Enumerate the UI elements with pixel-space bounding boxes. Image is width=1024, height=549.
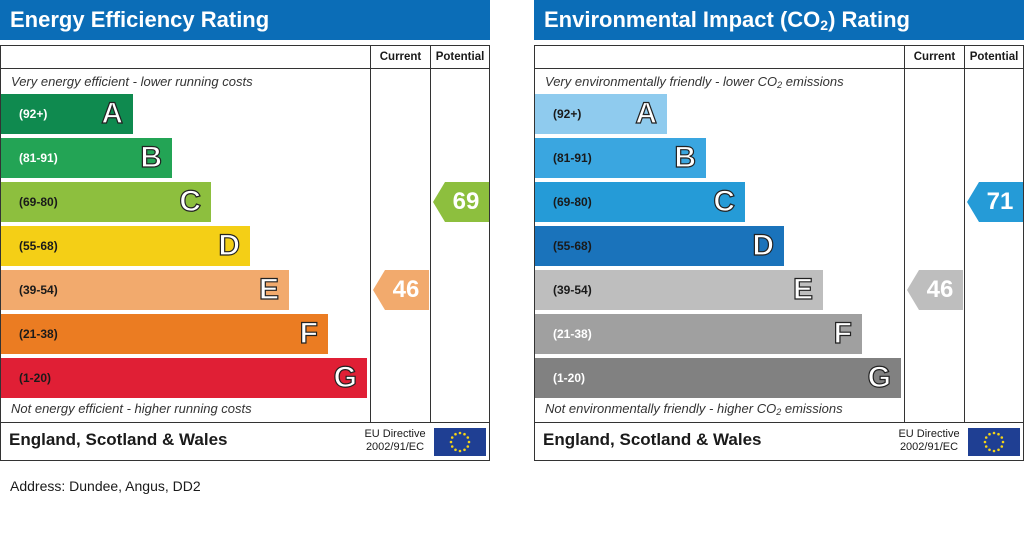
band-letter: G [867,360,892,394]
band-letter: B [674,140,697,174]
band-letter: D [218,228,241,262]
band-a: (92+) A [535,94,667,134]
band-f: (21-38) F [535,314,862,354]
band-letter: B [140,140,163,174]
band-range-label: (1-20) [553,371,586,385]
band-range-label: (69-80) [19,195,58,209]
potential-column-header: Potential [435,51,485,63]
band-letter: G [333,360,358,394]
environmental-potential-score: 71 [967,182,1023,222]
band-f: (21-38) F [1,314,328,354]
band-b: (81-91) B [535,138,706,178]
band-g: (1-20) G [1,358,367,398]
energy-current-value: 46 [392,276,420,303]
band-e: (39-54) E [1,270,289,310]
band-letter: A [635,96,658,130]
band-range-label: (55-68) [19,239,58,253]
band-letter: C [179,184,202,218]
bottom-caption: Not environmentally friendly - higher CO… [545,401,843,417]
energy-potential-score: 69 [433,182,489,222]
band-letter: E [792,272,813,306]
band-range-label: (39-54) [553,283,592,297]
region-label: England, Scotland & Wales [9,430,228,449]
eu-directive-label: EU Directive 2002/91/EC [364,428,426,453]
environmental-impact-panel: Environmental Impact (CO2) Rating Curren… [534,0,1024,461]
environmental-chart-frame: Current Potential Very environmentally f… [534,45,1024,461]
band-range-label: (92+) [19,107,48,121]
address-text: Address: Dundee, Angus, DD2 [10,478,201,494]
environmental-current-score: 46 [907,270,963,310]
band-range-label: (21-38) [553,327,592,341]
eu-directive-label: EU Directive 2002/91/EC [898,428,960,453]
band-e: (39-54) E [535,270,823,310]
environmental-title: Environmental Impact (CO2) Rating [534,0,1024,40]
top-caption: Very environmentally friendly - lower CO… [545,74,844,90]
band-d: (55-68) D [535,226,784,266]
region-label: England, Scotland & Wales [543,430,762,449]
band-range-label: (39-54) [19,283,58,297]
band-letter: E [258,272,279,306]
potential-column-header: Potential [969,51,1019,63]
eu-flag-icon [434,428,486,456]
band-range-label: (69-80) [553,195,592,209]
band-range-label: (81-91) [553,151,592,165]
band-a: (92+) A [1,94,133,134]
current-column-header: Current [913,51,956,63]
energy-chart-frame: Current Potential Very energy efficient … [0,45,490,461]
band-g: (1-20) G [535,358,901,398]
band-range-label: (81-91) [19,151,58,165]
band-range-label: (92+) [553,107,582,121]
band-range-label: (21-38) [19,327,58,341]
energy-title: Energy Efficiency Rating [0,0,490,40]
band-range-label: (55-68) [553,239,592,253]
eu-flag-icon [968,428,1020,456]
energy-current-score: 46 [373,270,429,310]
environmental-current-value: 46 [926,276,954,303]
band-c: (69-80) C [535,182,745,222]
band-letter: A [101,96,124,130]
band-letter: F [299,316,319,350]
bottom-caption: Not energy efficient - higher running co… [11,401,252,416]
band-letter: F [833,316,853,350]
energy-potential-value: 69 [452,188,480,215]
band-d: (55-68) D [1,226,250,266]
band-c: (69-80) C [1,182,211,222]
environmental-potential-value: 71 [986,188,1014,215]
top-caption: Very energy efficient - lower running co… [11,74,253,89]
energy-efficiency-panel: Energy Efficiency Rating Current Potenti… [0,0,490,461]
band-letter: C [713,184,736,218]
current-column-header: Current [379,51,422,63]
band-letter: D [752,228,775,262]
band-b: (81-91) B [1,138,172,178]
band-range-label: (1-20) [19,371,52,385]
